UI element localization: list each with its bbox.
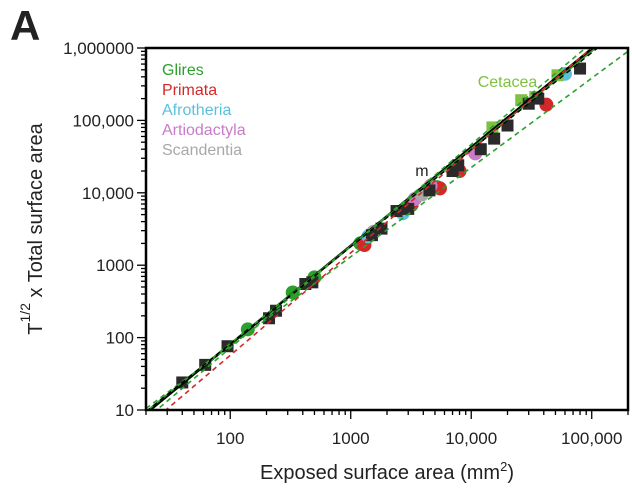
annotations: Cetacea m — [415, 74, 537, 180]
legend-entry: Primata — [162, 82, 217, 99]
x-axis-title-end: ) — [507, 462, 514, 484]
y-axis-title: T1/2 x Total surface area — [17, 122, 47, 334]
x-axis-title: Exposed surface area (mm2) — [260, 459, 514, 484]
x-tick-label: 10,000 — [445, 429, 497, 448]
regression-line-dashed — [146, 50, 628, 410]
annotation: m — [415, 163, 428, 180]
legend: Glires Primata Afrotheria Artiodactyla Scand… — [162, 62, 246, 159]
legend-entry: Scandentia — [162, 142, 242, 159]
legend-entry: Artiodactyla — [162, 122, 246, 139]
y-tick-label: 100,000 — [73, 111, 134, 130]
y-tick-label: 10,000 — [82, 184, 134, 203]
data-point-square — [375, 222, 388, 235]
annotation: Cetacea — [478, 74, 538, 91]
data-point-square — [488, 132, 501, 145]
x-axis-title-main: Exposed surface area (mm — [260, 462, 500, 484]
data-point-square — [474, 143, 487, 156]
legend-entry: Afrotheria — [162, 102, 231, 119]
x-axis: 100 1000 10,000 100,000 — [145, 410, 629, 448]
x-tick-label: 1000 — [332, 429, 370, 448]
y-axis-title-prefix: T — [25, 322, 47, 334]
x-axis-title-sup: 2 — [500, 459, 507, 474]
x-tick-label: 100 — [216, 429, 244, 448]
x-tick-label: 100,000 — [561, 429, 622, 448]
y-axis-title-rest: x Total surface area — [25, 122, 47, 303]
plot-area — [146, 48, 628, 410]
data-point-square — [574, 62, 587, 75]
regression-line-dashed — [164, 48, 593, 410]
panel-label: A — [10, 2, 40, 49]
y-tick-label: 1,000000 — [63, 39, 134, 58]
legend-entry: Glires — [162, 62, 204, 79]
regression-line-dashed — [146, 48, 599, 410]
svg-text:T1/2 x Total surface area: T1/2 x Total surface area — [17, 122, 47, 334]
data-point-square — [423, 184, 436, 197]
y-tick-label: 100 — [106, 329, 134, 348]
y-tick-label: 10 — [115, 401, 134, 420]
y-axis: 10 100 1000 10,000 100,000 1,000000 — [63, 39, 146, 420]
y-axis-title-sup: 1/2 — [17, 303, 33, 323]
y-tick-label: 1000 — [96, 256, 134, 275]
